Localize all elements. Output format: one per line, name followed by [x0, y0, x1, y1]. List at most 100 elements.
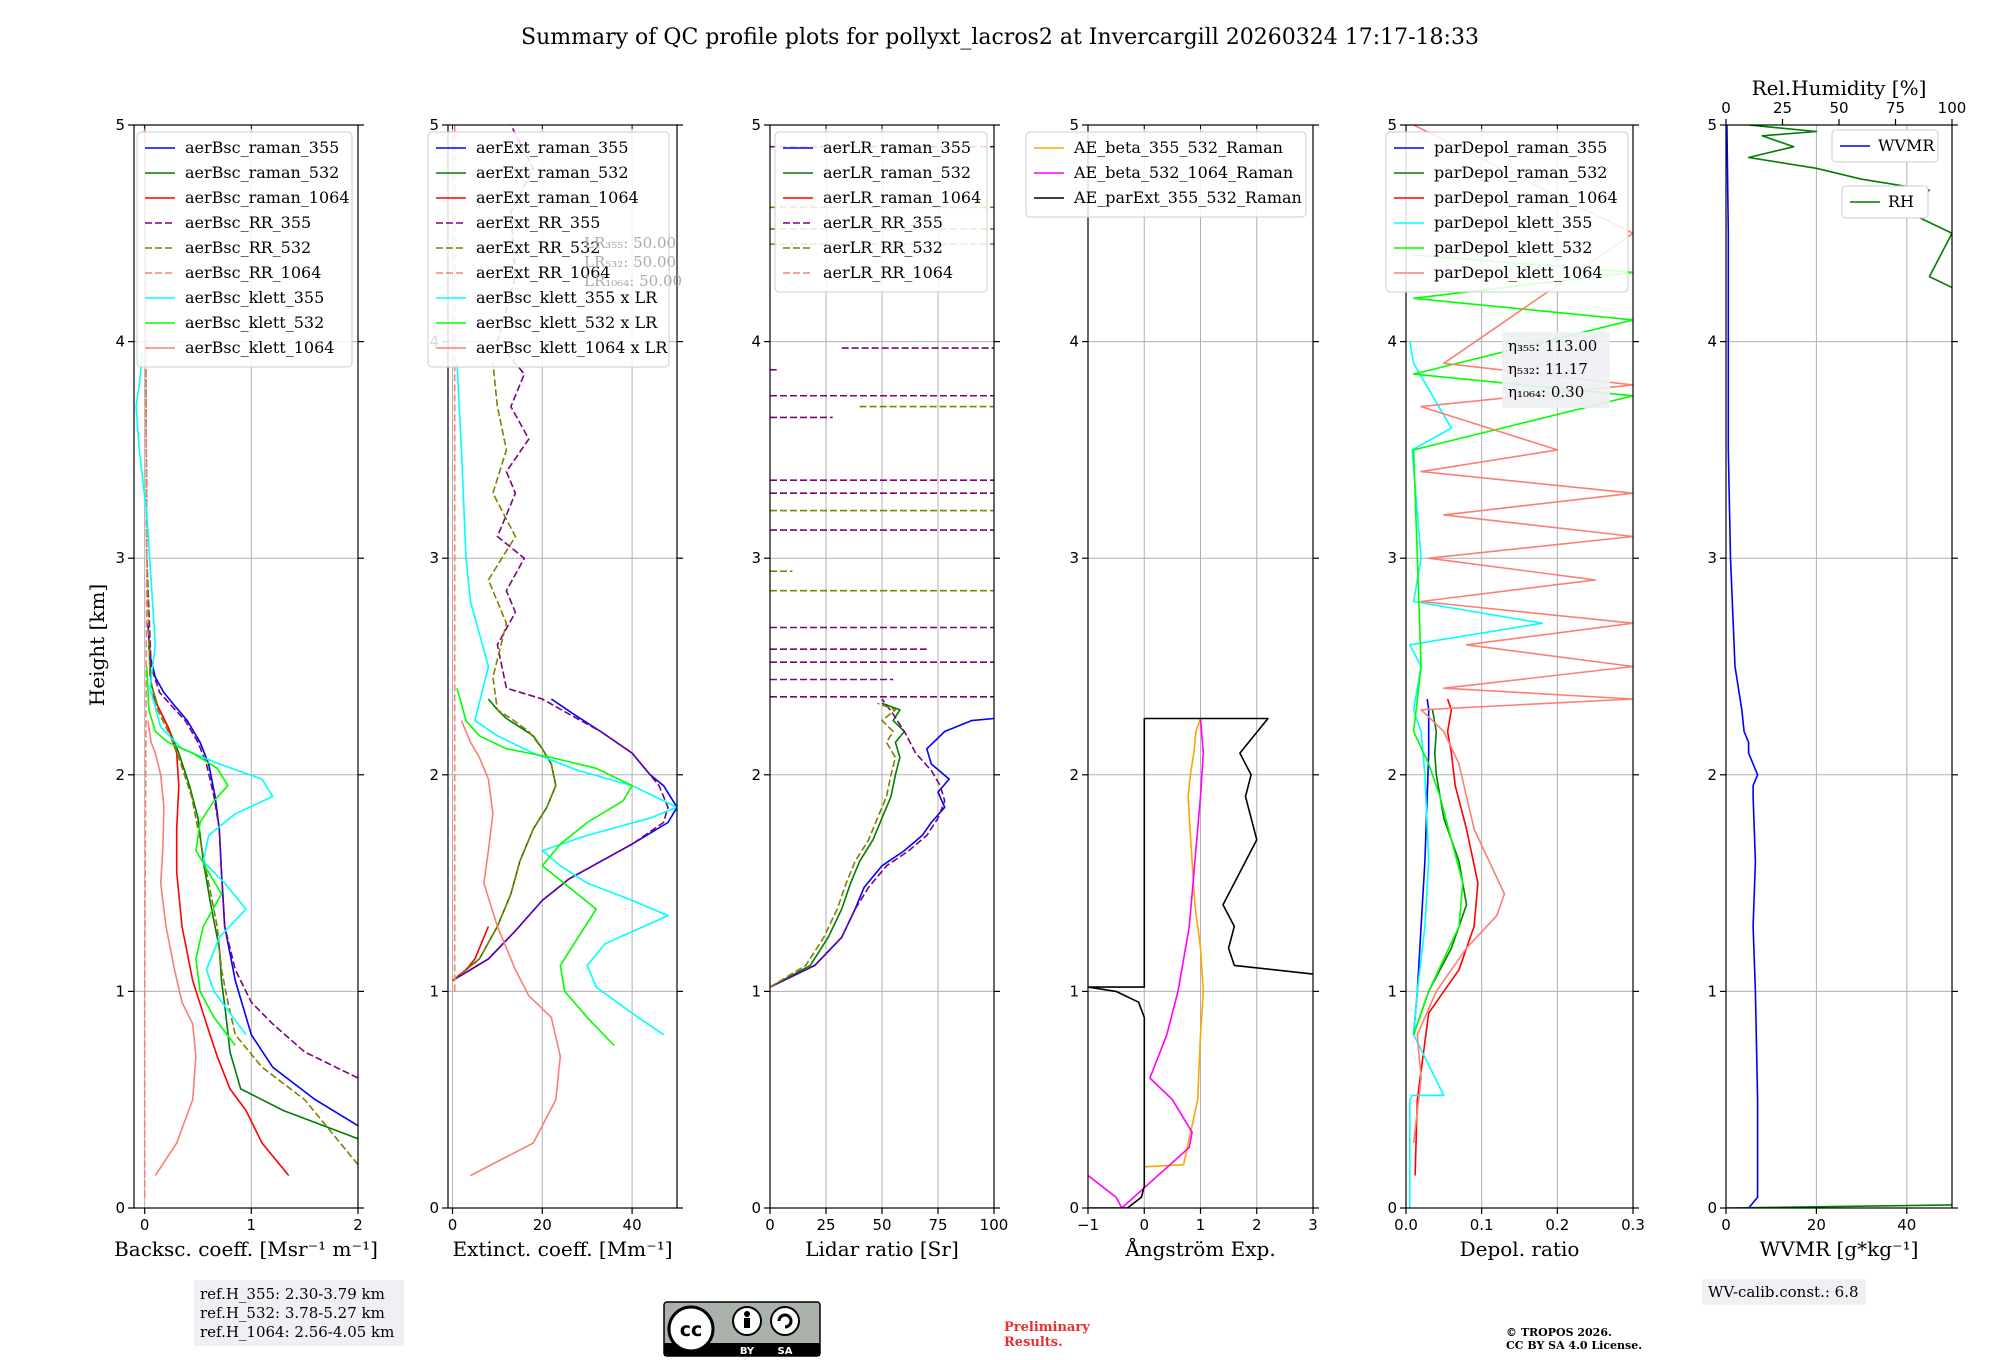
legend-label: aerBsc_raman_355	[185, 138, 339, 157]
legend-label: parDepol_raman_355	[1434, 138, 1607, 157]
y-tick-label: 3	[1387, 549, 1397, 567]
y-tick-label: 1	[429, 982, 439, 1000]
legend-label: aerBsc_klett_355 x LR	[476, 288, 658, 307]
legend-label: aerExt_raman_532	[476, 163, 629, 182]
y-tick-label: 4	[1069, 333, 1079, 351]
plot-area-depol	[1409, 125, 1633, 1208]
x-tick-label: 0.2	[1545, 1216, 1569, 1234]
ref-height-532: ref.H_532: 3.78-5.27 km	[200, 1304, 385, 1322]
series-aerExt_RR_355	[452, 125, 669, 982]
x-tick-label: 0	[765, 1216, 775, 1234]
x-tick-label: 50	[872, 1216, 891, 1234]
x-axis-label: Ångström Exp.	[1124, 1236, 1275, 1261]
y-tick-label: 0	[1707, 1199, 1717, 1217]
y-tick-label: 1	[751, 982, 761, 1000]
plot-area-ae	[1088, 717, 1313, 1208]
legend-label: aerBsc_raman_1064	[185, 188, 350, 207]
legend-label: aerBsc_RR_1064	[185, 263, 321, 282]
legend-label: aerExt_RR_355	[476, 213, 600, 232]
eta-value-1: η₅₃₂: 11.17	[1508, 360, 1588, 378]
series-parDepol_klett_532	[1412, 254, 1633, 1035]
series-aerLR_raman_355	[770, 717, 994, 988]
y-tick-label: 4	[115, 333, 125, 351]
eta-symbol: η₅₃₂	[1508, 360, 1535, 378]
panel-lr: 0 25 50 75 100 0 1 2 3 4 5 Lidar ratio [Sr] aerLR_ra…	[751, 116, 1008, 1261]
svg-text:cc: cc	[680, 1319, 703, 1341]
series-aerLR_RR_532	[770, 702, 897, 988]
lr-annotation-line: LR₁₀₆₄: 50.00	[584, 272, 682, 290]
series-RH	[1726, 125, 1952, 1208]
y-tick-label: 2	[1387, 766, 1397, 784]
y-tick-label: 3	[751, 549, 761, 567]
legend-label: aerBsc_klett_1064 x LR	[476, 338, 668, 357]
x-tick-label: 0	[448, 1216, 458, 1234]
axes-frame	[133, 124, 359, 1209]
series-aerExt_RR_532	[451, 363, 557, 982]
series-aerBsc_klett_532 x LR	[456, 687, 633, 1047]
legend-label: aerLR_RR_1064	[823, 263, 953, 282]
x-tick-label: 20	[533, 1216, 552, 1234]
x-tick-label: 2	[353, 1216, 363, 1234]
legend-label: WVMR	[1878, 136, 1935, 155]
axes-frame	[1405, 124, 1634, 1209]
x-tick-label: 25	[816, 1216, 835, 1234]
eta-box-bg	[1502, 332, 1610, 408]
x-tick-label: 40	[1897, 1216, 1916, 1234]
legend-box	[1831, 129, 1939, 163]
preliminary-label: Preliminary	[1004, 1320, 1090, 1335]
legend-WVMR: WVMR	[1831, 129, 1939, 163]
wv-calib-text: WV-calib.const.: 6.8	[1708, 1283, 1859, 1301]
y-tick-label: 3	[1069, 549, 1079, 567]
legend-label: parDepol_klett_532	[1434, 238, 1592, 257]
eta-symbol: η₃₅₅	[1508, 337, 1535, 355]
legend-ext: aerExt_raman_355 aerExt_raman_532 aerExt_r…	[427, 131, 670, 368]
lr-annotation-line: LR₃₅₅: 50.00	[584, 234, 676, 252]
y-tick-label: 5	[115, 116, 125, 134]
copyright-line: © TROPOS 2026.	[1506, 1326, 1612, 1339]
y-tick-label: 3	[1707, 549, 1717, 567]
panel-depol: 0.0 0.1 0.2 0.3 0 1 2 3 4 5 Depol. ratio parDepol_r…	[1385, 116, 1645, 1261]
y-tick-label: 2	[751, 766, 761, 784]
eta-symbol: η₁₀₆₄	[1508, 383, 1541, 401]
series-aerBsc_RR_355	[143, 125, 358, 1079]
x-tick-label: 40	[623, 1216, 642, 1234]
y-tick-label: 5	[1387, 116, 1397, 134]
y-tick-label: 5	[1069, 116, 1079, 134]
y-tick-label: 1	[115, 982, 125, 1000]
y-tick-label: 2	[1707, 766, 1717, 784]
y-tick-label: 0	[1387, 1199, 1397, 1217]
series-aerBsc_klett_355 x LR	[456, 363, 677, 1036]
y-tick-label: 2	[1069, 766, 1079, 784]
legend-label: aerExt_raman_1064	[476, 188, 639, 207]
y-tick-label: 5	[429, 116, 439, 134]
plot-area-bsc	[135, 125, 358, 1198]
x-tick-label: 3	[1308, 1216, 1318, 1234]
reference-height-box: ref.H_355: 2.30-3.79 km ref.H_532: 3.78-…	[194, 1280, 404, 1346]
y-tick-label: 4	[1387, 333, 1397, 351]
legend-label: aerBsc_raman_532	[185, 163, 339, 182]
wv-calib-box: WV-calib.const.: 6.8	[1702, 1279, 1866, 1305]
axes-frame	[1725, 124, 1953, 1209]
plot-area-lr	[770, 145, 994, 988]
badge-sa-text: SA	[778, 1346, 793, 1357]
legend-label: aerExt_RR_532	[476, 238, 600, 257]
cc-icon	[667, 1305, 715, 1353]
legend-box	[1025, 131, 1307, 218]
y-tick-label: 3	[429, 549, 439, 567]
y-tick-label: 5	[1707, 116, 1717, 134]
x-tick-label: 2	[1252, 1216, 1262, 1234]
legend-RH: RH	[1841, 185, 1929, 219]
y-tick-label: 1	[1069, 982, 1079, 1000]
y-tick-label: 3	[115, 549, 125, 567]
top-x-axis-label: Rel.Humidity [%]	[1752, 76, 1927, 100]
legend-label: RH	[1888, 192, 1914, 211]
series-AE_parExt_355_532_Raman	[1088, 717, 1313, 1208]
legend-label: parDepol_raman_1064	[1434, 188, 1618, 207]
cc-license-badge: cc BY SA	[663, 1301, 821, 1357]
series-aerLR_raman_532	[770, 702, 906, 988]
lr-annotation-line: LR₅₃₂: 50.00	[584, 253, 676, 271]
series-aerBsc_raman_532	[148, 644, 358, 1140]
series-aerBsc_klett_1064	[147, 720, 197, 1176]
x-tick-label: 100	[980, 1216, 1009, 1234]
